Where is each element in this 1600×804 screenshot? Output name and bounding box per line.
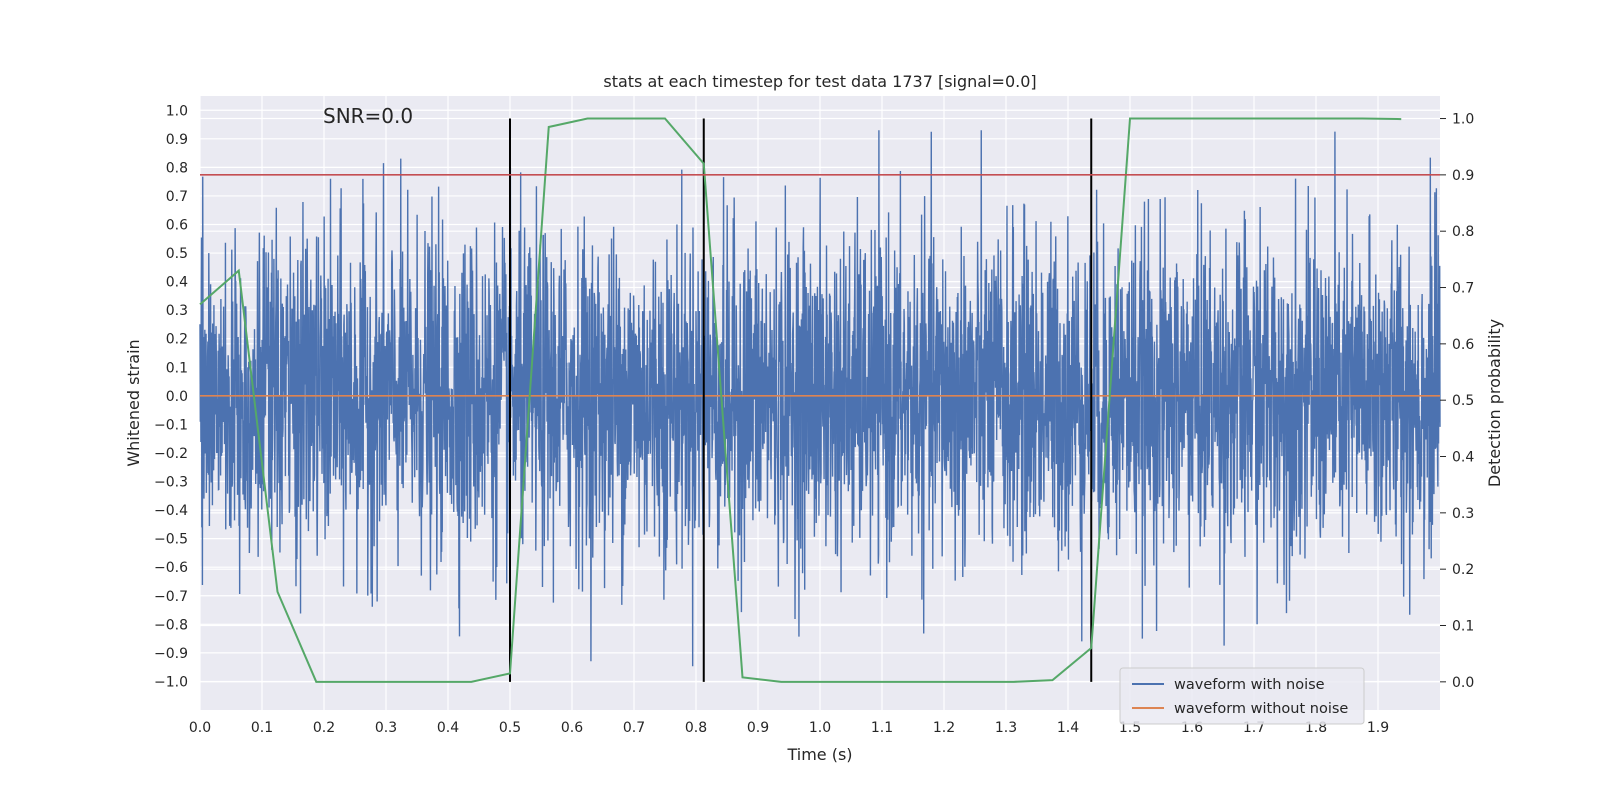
y-tick-label: 0.7 <box>166 189 188 205</box>
detection-probability-line <box>199 117 1402 683</box>
y2-tick-label: 0.5 <box>1452 393 1474 409</box>
y-tick-label: 0.6 <box>166 218 188 234</box>
x-tick-label: 0.6 <box>561 720 583 736</box>
x-tick-label: 0.3 <box>375 720 397 736</box>
x-tick-label: 1.1 <box>871 720 893 736</box>
y2-tick-label: 0.1 <box>1452 619 1474 635</box>
y-tick-label: −0.9 <box>154 646 188 662</box>
legend: waveform with noise waveform without noi… <box>1119 667 1365 725</box>
series-detection-probability <box>199 117 1402 683</box>
x-tick-label: 1.9 <box>1367 720 1389 736</box>
x-tick-label: 0.7 <box>623 720 645 736</box>
y-tick-label: 1.0 <box>166 103 188 119</box>
y-tick-label: 0.5 <box>166 246 188 262</box>
y2-tick-label: 0.2 <box>1452 562 1474 578</box>
y-tick-label: 0.0 <box>166 389 188 405</box>
x-tick-label: 1.2 <box>933 720 955 736</box>
legend-label-clean: waveform without noise <box>1174 701 1348 717</box>
y2-tick-label: 0.0 <box>1452 675 1474 691</box>
y-tick-label: 0.1 <box>166 360 188 376</box>
x-tick-label: 0.4 <box>437 720 459 736</box>
y-axis-label: Whitened strain <box>124 339 143 466</box>
x-tick-label: 0.9 <box>747 720 769 736</box>
noisy-waveform-line <box>199 130 1441 667</box>
y-tick-label: 0.3 <box>166 303 188 319</box>
x-tick-label: 0.1 <box>251 720 273 736</box>
x-tick-label: 0.0 <box>189 720 211 736</box>
snr-annotation: SNR=0.0 <box>323 104 413 128</box>
y-tick-label: −0.4 <box>154 503 188 519</box>
y-tick-label: −0.7 <box>154 589 188 605</box>
y2-tick-label: 0.6 <box>1452 337 1474 353</box>
y2-tick-label: 0.7 <box>1452 281 1474 297</box>
y2-tick-label: 0.4 <box>1452 450 1474 466</box>
legend-box <box>1119 667 1365 725</box>
y-tick-label: 0.2 <box>166 332 188 348</box>
chart-title: stats at each timestep for test data 173… <box>603 72 1036 91</box>
x-tick-label: 1.3 <box>995 720 1017 736</box>
y-tick-label: 0.9 <box>166 132 188 148</box>
x-tick-label: 1.0 <box>809 720 831 736</box>
y-tick-label: −0.8 <box>154 617 188 633</box>
y-tick-label: −1.0 <box>154 674 188 690</box>
series-waveform-with-noise <box>199 130 1441 667</box>
y-tick-label: −0.3 <box>154 475 188 491</box>
x-axis-label: Time (s) <box>786 745 852 764</box>
y2-tick-label: 0.3 <box>1452 506 1474 522</box>
legend-label-noise: waveform with noise <box>1174 677 1325 693</box>
y-tick-label: −0.2 <box>154 446 188 462</box>
y2-tick-label: 0.8 <box>1452 224 1474 240</box>
y2-tick-label: 0.9 <box>1452 168 1474 184</box>
vertical-markers <box>509 118 1093 682</box>
y-axis-ticks: 1.0 0.9 0.8 0.7 0.6 0.5 0.4 0.3 0.2 0.1 0.0 −0.1 −0.… <box>154 103 188 690</box>
y-tick-label: −0.5 <box>154 532 188 548</box>
x-tick-label: 0.2 <box>313 720 335 736</box>
x-tick-label: 0.5 <box>499 720 521 736</box>
y2-tick-label: 1.0 <box>1452 112 1474 128</box>
y2-axis-ticks: 1.0 0.9 0.8 0.7 0.6 0.5 0.4 0.3 0.2 0.1 0.0 <box>1440 112 1474 691</box>
y-tick-label: 0.4 <box>166 275 188 291</box>
x-tick-label: 0.8 <box>685 720 707 736</box>
y2-axis-label: Detection probability <box>1485 319 1504 487</box>
y-tick-label: 0.8 <box>166 160 188 176</box>
x-tick-label: 1.4 <box>1057 720 1079 736</box>
y-tick-label: −0.6 <box>154 560 188 576</box>
y-tick-label: −0.1 <box>154 417 188 433</box>
